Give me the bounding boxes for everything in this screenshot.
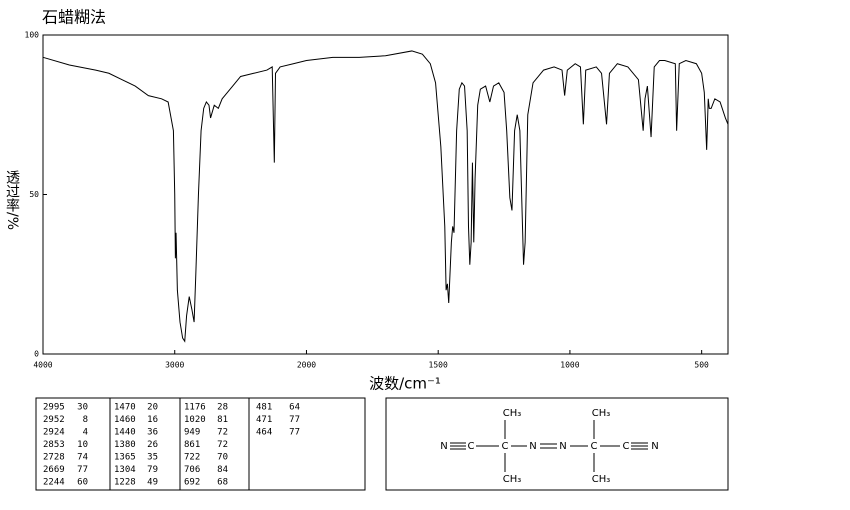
peak-transmittance: 26 (147, 440, 158, 450)
methyl-label: CH₃ (592, 474, 611, 485)
atom-label: N (651, 441, 658, 452)
peak-transmittance: 72 (217, 440, 228, 450)
methyl-label: CH₃ (592, 408, 611, 419)
x-tick-label: 3000 (165, 361, 184, 370)
peak-wavenumber: 1365 (114, 453, 136, 463)
peak-transmittance: 70 (217, 453, 228, 463)
spectrum-line (42, 50, 729, 343)
structure-bonds (450, 420, 648, 472)
peak-transmittance: 68 (217, 478, 228, 488)
atom-label: C (623, 441, 630, 452)
peak-wavenumber: 1460 (114, 415, 136, 425)
peak-transmittance: 64 (289, 403, 300, 413)
peak-wavenumber: 2995 (43, 403, 65, 413)
peak-wavenumber: 464 (256, 428, 272, 438)
peak-transmittance: 49 (147, 478, 158, 488)
peak-wavenumber: 1304 (114, 465, 136, 475)
peak-transmittance: 77 (289, 428, 300, 438)
peak-transmittance: 79 (147, 465, 158, 475)
peak-wavenumber: 1228 (114, 478, 136, 488)
structure-frame (385, 397, 729, 491)
x-tick-label: 4000 (33, 361, 52, 370)
peak-transmittance: 84 (217, 465, 228, 475)
peak-transmittance: 74 (77, 453, 88, 463)
peak-wavenumber: 2244 (43, 478, 65, 488)
peak-wavenumber: 706 (184, 465, 200, 475)
y-tick-label: 100 (25, 31, 40, 40)
peak-transmittance: 72 (217, 428, 228, 438)
peak-wavenumber: 2669 (43, 465, 65, 475)
atom-label: C (591, 441, 598, 452)
peak-wavenumber: 471 (256, 415, 272, 425)
chart-title: 石蜡糊法 (42, 8, 106, 27)
peak-wavenumber: 1440 (114, 428, 136, 438)
plot-frame (42, 34, 729, 355)
peak-wavenumber: 2853 (43, 440, 65, 450)
peak-wavenumber: 692 (184, 478, 200, 488)
x-tick-label: 1500 (429, 361, 448, 370)
peak-transmittance: 35 (147, 453, 158, 463)
peak-wavenumber: 1176 (184, 403, 206, 413)
methyl-label: CH₃ (503, 474, 522, 485)
x-tick-label: 1000 (560, 361, 579, 370)
peak-wavenumber: 1380 (114, 440, 136, 450)
peak-wavenumber: 2728 (43, 453, 65, 463)
methyl-label: CH₃ (503, 408, 522, 419)
peak-transmittance: 28 (217, 403, 228, 413)
peak-wavenumber: 861 (184, 440, 200, 450)
peak-table-frame (35, 397, 366, 491)
x-tick-label: 2000 (297, 361, 316, 370)
peak-transmittance: 30 (77, 403, 88, 413)
peak-transmittance: 10 (77, 440, 88, 450)
y-tick-label: 0 (34, 350, 39, 359)
peak-transmittance: 20 (147, 403, 158, 413)
peak-transmittance: 8 (83, 415, 88, 425)
peak-wavenumber: 481 (256, 403, 272, 413)
peak-wavenumber: 1470 (114, 403, 136, 413)
peak-wavenumber: 1020 (184, 415, 206, 425)
atom-label: C (468, 441, 475, 452)
peak-transmittance: 77 (77, 465, 88, 475)
y-tick-label: 50 (29, 190, 39, 199)
peak-transmittance: 81 (217, 415, 228, 425)
peak-transmittance: 36 (147, 428, 158, 438)
peak-transmittance: 77 (289, 415, 300, 425)
atom-label: C (502, 441, 509, 452)
atom-label: N (559, 441, 566, 452)
atom-label: N (440, 441, 447, 452)
y-axis-label: 透过率/% (4, 170, 20, 230)
peak-wavenumber: 2924 (43, 428, 65, 438)
peak-wavenumber: 949 (184, 428, 200, 438)
peak-wavenumber: 2952 (43, 415, 65, 425)
atom-label: N (529, 441, 536, 452)
x-tick-label: 500 (694, 361, 709, 370)
x-axis-label: 波数/cm⁻¹ (369, 375, 441, 393)
peak-transmittance: 60 (77, 478, 88, 488)
peak-transmittance: 4 (83, 428, 88, 438)
peak-wavenumber: 722 (184, 453, 200, 463)
peak-transmittance: 16 (147, 415, 158, 425)
